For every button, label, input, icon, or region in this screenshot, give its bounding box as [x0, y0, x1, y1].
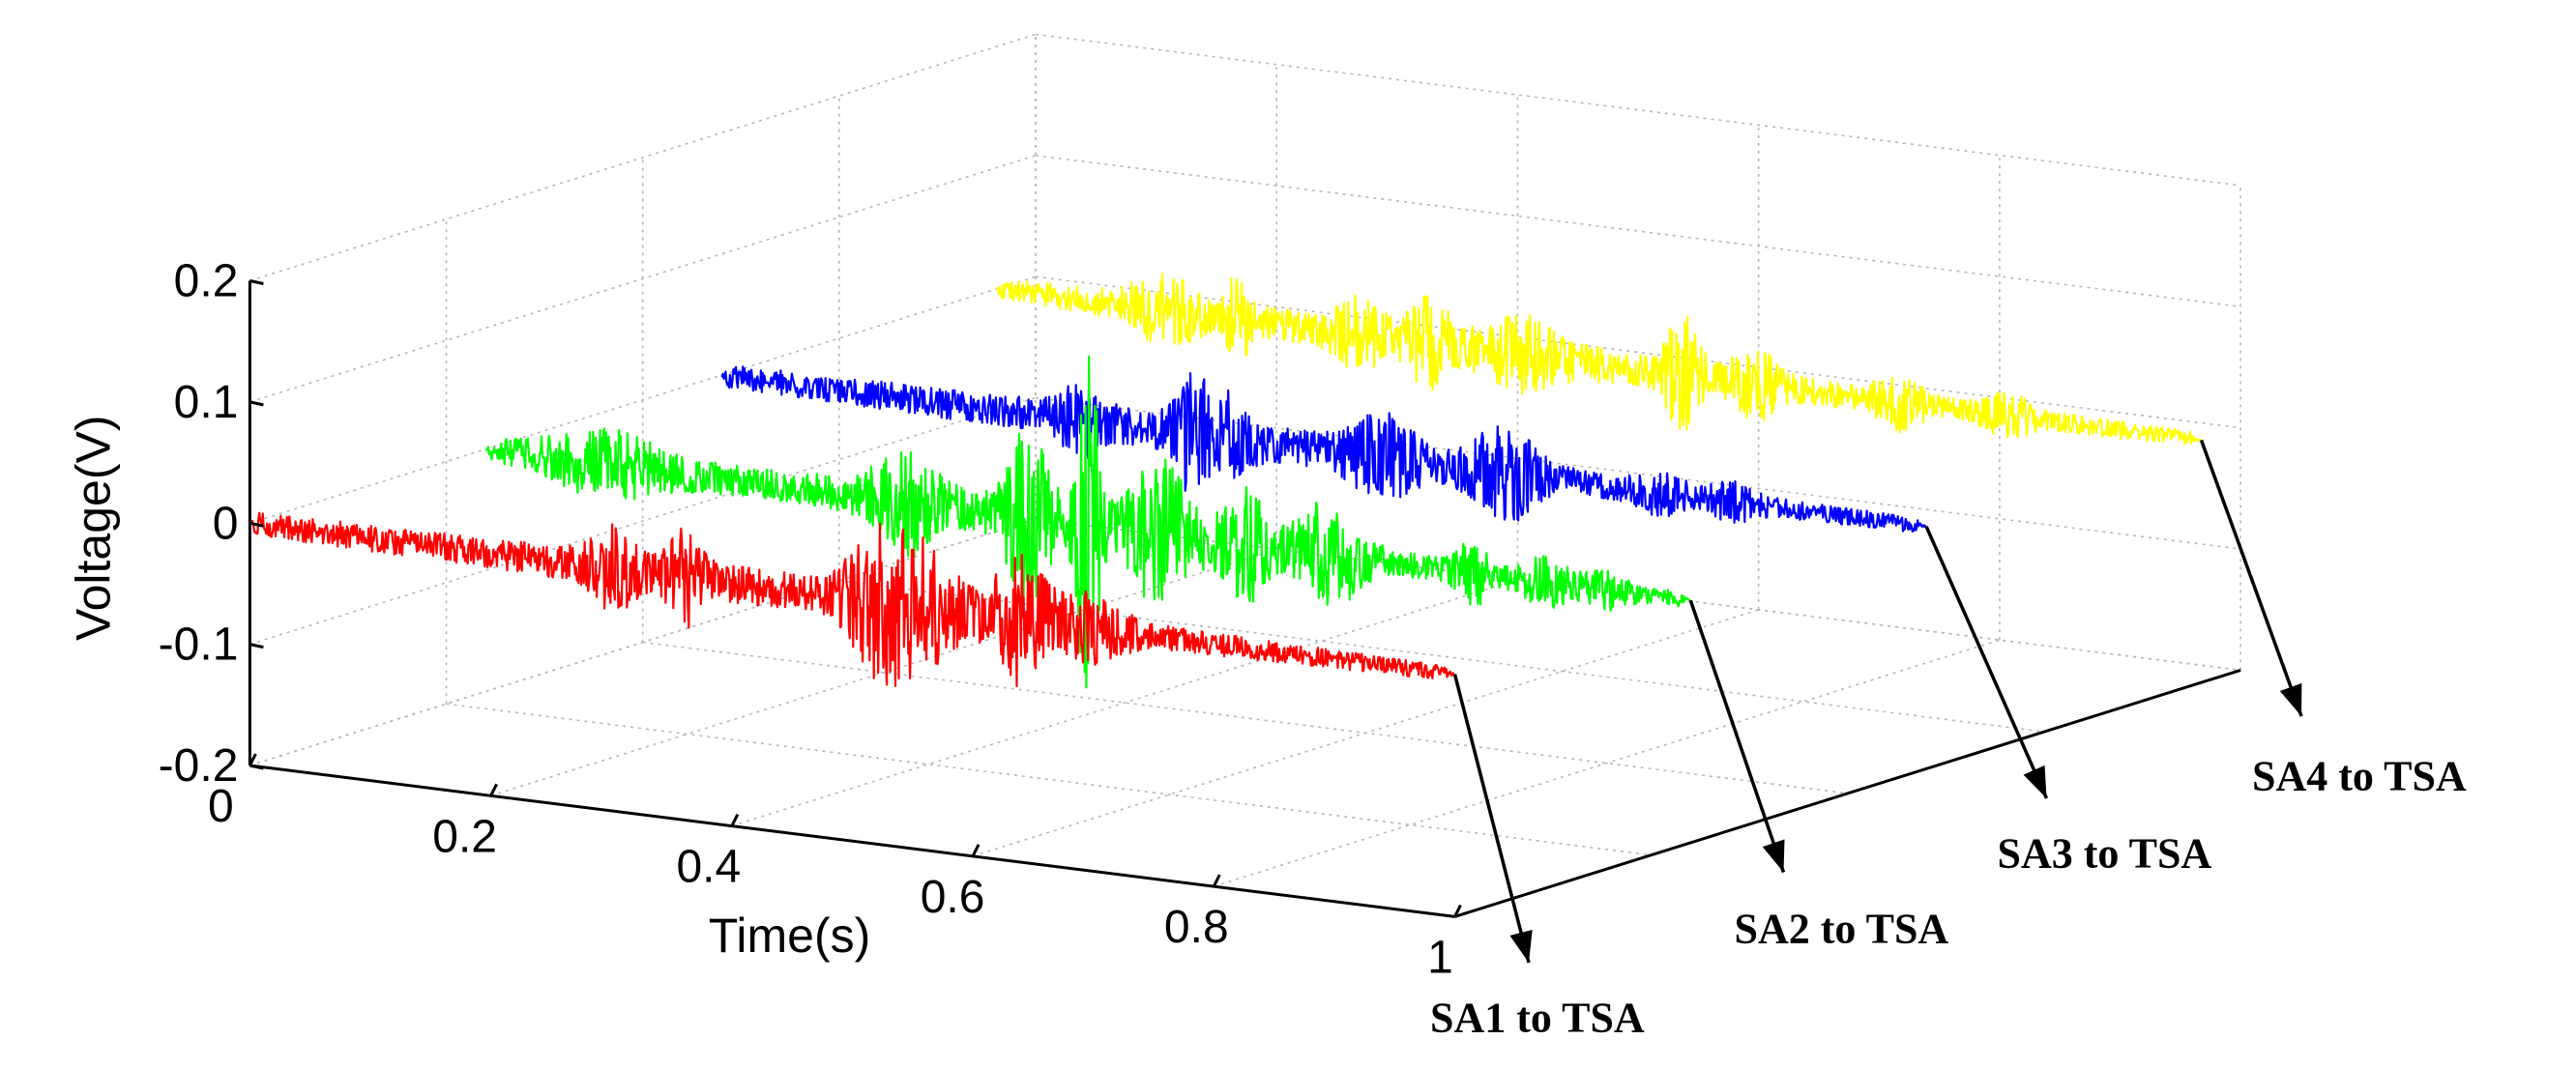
time-tick-label: 0.6	[921, 872, 985, 923]
floor-gridline	[1214, 639, 2001, 887]
back-wall-gridline	[1035, 275, 2241, 429]
label-arrow-2	[1688, 599, 1786, 874]
side-wall-gridline	[249, 33, 1037, 282]
side-wall-gridline	[249, 396, 1037, 646]
voltage-tick	[249, 400, 264, 407]
floor-gridline	[490, 548, 1277, 797]
time-tick-label: 0.4	[676, 842, 741, 893]
floor-gridline	[642, 641, 1848, 794]
voltage-tick	[249, 643, 264, 649]
time-tick	[730, 813, 740, 827]
time-tick	[1212, 874, 1221, 887]
series-traces	[249, 273, 2202, 689]
time-tick-label: 0.2	[432, 811, 497, 862]
voltage-tick-label: 0	[213, 498, 239, 549]
voltage-tick-label: 0.2	[174, 256, 239, 307]
time-tick	[1453, 904, 1462, 918]
voltage-tick	[249, 279, 264, 285]
voltage-axis-title: Voltage(V)	[66, 416, 120, 641]
label-arrow-3	[1924, 525, 2049, 799]
series-trace-3	[720, 365, 1927, 534]
voltage-tick-label: -0.1	[159, 620, 239, 671]
axes	[248, 279, 2303, 964]
voltage-tick	[249, 521, 264, 528]
back-wall-gridline	[1035, 155, 2241, 308]
time-tick	[249, 753, 257, 766]
arrow-head-2	[1762, 839, 1785, 873]
depth-axis	[1454, 668, 2241, 918]
floor-gridline	[446, 703, 1652, 856]
series-trace-2	[484, 355, 1691, 689]
time-tick-label: 1	[1427, 932, 1453, 983]
labels: 0.20.10-0.1-0.200.20.40.60.81Time(s)Volt…	[66, 256, 2467, 1042]
arrow-head-3	[2023, 765, 2047, 798]
time-tick-label: 0	[208, 781, 234, 832]
series-label-2: SA2 to TSA	[1735, 906, 1949, 953]
series-trace-4	[995, 273, 2202, 446]
series-label-1: SA1 to TSA	[1430, 994, 1645, 1041]
arrow-head-4	[2279, 682, 2302, 716]
time-axis	[249, 764, 1455, 918]
arrow-head-1	[1509, 930, 1533, 963]
time-axis-title: Time(s)	[709, 909, 871, 963]
voltage-tick-label: -0.2	[159, 740, 239, 792]
grid	[249, 33, 2241, 918]
time-tick	[489, 783, 498, 796]
series-trace-1	[249, 511, 1455, 688]
series-label-3: SA3 to TSA	[1998, 829, 2212, 877]
floor-gridline	[731, 578, 1518, 827]
series-label-4: SA4 to TSA	[2252, 753, 2467, 800]
voltage-tick-label: 0.1	[174, 377, 239, 428]
label-arrow-1	[1452, 674, 1531, 964]
time-tick	[971, 844, 981, 857]
back-wall-gridline	[1035, 33, 2241, 187]
back-wall-gridline	[1035, 396, 2241, 550]
time-tick-label: 0.8	[1164, 902, 1229, 953]
label-arrow-4	[2199, 439, 2303, 717]
voltage-tick	[249, 764, 264, 770]
